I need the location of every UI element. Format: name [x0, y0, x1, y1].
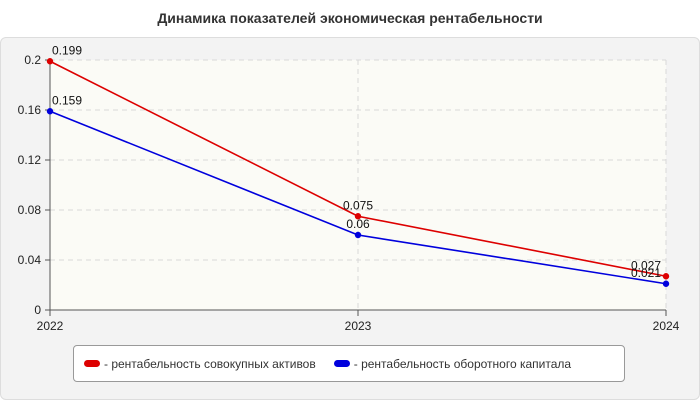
ytick-label-0.08: 0.08 — [18, 203, 42, 217]
xtick-label-2023: 2023 — [345, 319, 372, 333]
data-label-1-2: 0.021 — [631, 266, 661, 280]
data-label-0-2: 0.027 — [631, 258, 661, 272]
data-point-0-1 — [354, 213, 362, 220]
xtick-label-2024: 2024 — [653, 319, 680, 333]
grid-lines — [50, 59, 667, 310]
ytick-label-0.2: 0.2 — [24, 53, 41, 67]
data-point-1-1 — [354, 231, 362, 239]
data-label-0-1: 0.075 — [343, 198, 373, 212]
legend-item-working-capital[interactable]: - рентабельность оборотного капитала — [333, 356, 572, 371]
legend: - рентабельность совокупных активов - ре… — [73, 345, 625, 382]
xtick-label-2022: 2022 — [37, 319, 64, 333]
legend-item-assets[interactable]: - рентабельность совокупных активов — [84, 357, 316, 371]
data-label-1-0: 0.159 — [52, 93, 82, 107]
ytick-label-0: 0 — [34, 303, 41, 317]
data-point-0-0 — [46, 58, 54, 65]
data-label-0-0: 0.199 — [52, 43, 82, 57]
legend-swatch-assets — [84, 360, 100, 367]
data-labels: 0.199 0.075 0.027 0.159 0.06 0.021 — [52, 43, 661, 280]
axes: 0 0.04 0.08 0.12 0.16 0.2 2022 2023 2024 — [18, 53, 680, 333]
legend-label-working-capital: - рентабельность оборотного капитала — [353, 356, 572, 371]
data-point-0-2 — [662, 273, 670, 280]
data-label-1-1: 0.06 — [346, 217, 370, 231]
chart-title: Динамика показателей экономическая рента… — [157, 10, 543, 26]
series-lines — [46, 58, 670, 287]
legend-swatch-working-capital — [333, 360, 350, 367]
legend-label-assets: - рентабельность совокупных активов — [104, 356, 316, 371]
ytick-label-0.04: 0.04 — [18, 253, 42, 267]
ytick-label-0.16: 0.16 — [18, 103, 42, 117]
data-point-1-0 — [46, 108, 54, 115]
ytick-label-0.12: 0.12 — [18, 153, 42, 167]
data-point-1-2 — [662, 280, 670, 287]
